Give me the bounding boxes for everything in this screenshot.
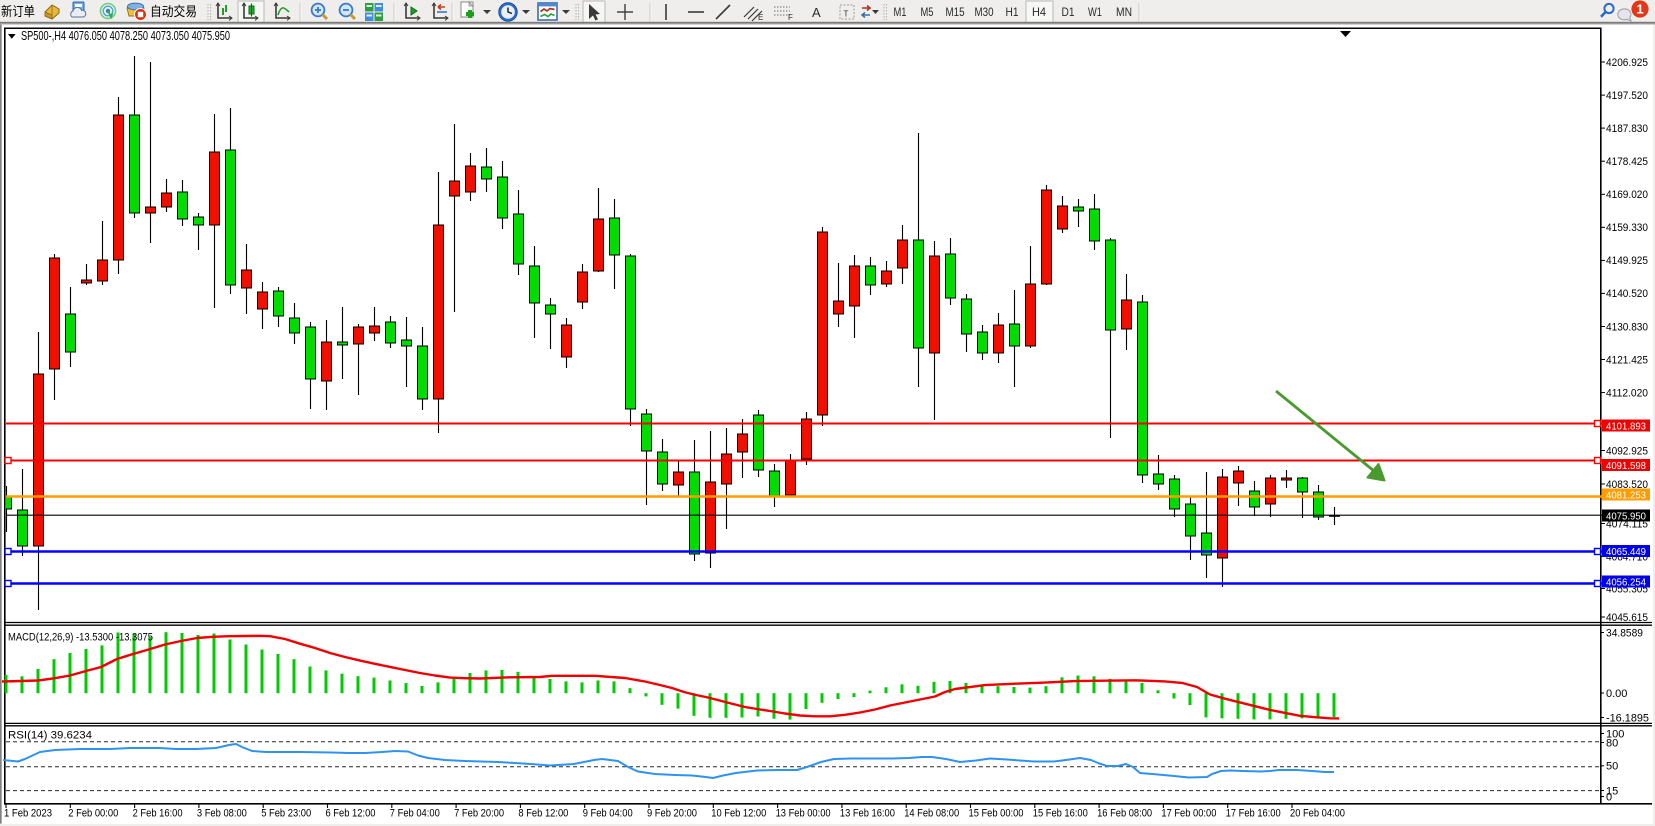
svg-text:6 Feb 12:00: 6 Feb 12:00 — [326, 808, 376, 820]
svg-text:4092.925: 4092.925 — [1606, 445, 1648, 457]
svg-text:M1: M1 — [894, 5, 907, 19]
svg-text:4206.925: 4206.925 — [1606, 57, 1648, 69]
svg-text:H4: H4 — [1032, 5, 1046, 19]
svg-text:13 Feb 00:00: 13 Feb 00:00 — [776, 808, 831, 820]
svg-text:9 Feb 20:00: 9 Feb 20:00 — [647, 808, 697, 820]
svg-text:E: E — [758, 13, 763, 22]
svg-text:H1: H1 — [1006, 5, 1019, 19]
svg-text:8 Feb 12:00: 8 Feb 12:00 — [518, 808, 568, 820]
svg-text:MN: MN — [1116, 5, 1132, 19]
svg-text:0: 0 — [1606, 791, 1612, 803]
svg-text:4112.020: 4112.020 — [1606, 387, 1648, 399]
svg-text:4091.598: 4091.598 — [1606, 460, 1646, 472]
svg-text:4075.950: 4075.950 — [1606, 510, 1646, 522]
svg-text:SP500-,H4 4076.050 4078.250 4: SP500-,H4 4076.050 4078.250 4073.050 407… — [21, 29, 230, 43]
svg-text:15 Feb 00:00: 15 Feb 00:00 — [969, 808, 1024, 820]
svg-text:100: 100 — [1606, 728, 1624, 740]
svg-text:RSI(14) 39.6234: RSI(14) 39.6234 — [8, 730, 92, 742]
svg-text:7 Feb 04:00: 7 Feb 04:00 — [390, 808, 440, 820]
svg-text:4159.330: 4159.330 — [1606, 222, 1648, 234]
svg-text:4081.253: 4081.253 — [1606, 489, 1646, 501]
svg-text:16 Feb 08:00: 16 Feb 08:00 — [1097, 808, 1152, 820]
svg-text:M30: M30 — [975, 5, 994, 19]
svg-text:4169.020: 4169.020 — [1606, 189, 1648, 201]
svg-text:80: 80 — [1606, 737, 1618, 749]
svg-text:4187.830: 4187.830 — [1606, 123, 1648, 135]
svg-text:34.8589: 34.8589 — [1606, 627, 1643, 639]
svg-text:0.00: 0.00 — [1606, 688, 1627, 700]
svg-text:10 Feb 12:00: 10 Feb 12:00 — [711, 808, 766, 820]
svg-text:9 Feb 04:00: 9 Feb 04:00 — [583, 808, 633, 820]
svg-text:15 Feb 16:00: 15 Feb 16:00 — [1033, 808, 1088, 820]
svg-text:1: 1 — [1636, 2, 1643, 17]
svg-text:13 Feb 16:00: 13 Feb 16:00 — [840, 808, 895, 820]
svg-text:1 Feb 2023: 1 Feb 2023 — [4, 808, 52, 820]
svg-text:4121.425: 4121.425 — [1606, 354, 1648, 366]
svg-text:4149.925: 4149.925 — [1606, 255, 1648, 267]
svg-text:4140.520: 4140.520 — [1606, 288, 1648, 300]
svg-text:15: 15 — [1606, 785, 1618, 797]
svg-text:A: A — [812, 5, 821, 20]
svg-text:4130.830: 4130.830 — [1606, 321, 1648, 333]
svg-text:4178.425: 4178.425 — [1606, 156, 1648, 168]
svg-text:14 Feb 08:00: 14 Feb 08:00 — [904, 808, 959, 820]
svg-text:17 Feb 00:00: 17 Feb 00:00 — [1161, 808, 1216, 820]
svg-text:新订单: 新订单 — [1, 4, 35, 19]
svg-text:2 Feb 00:00: 2 Feb 00:00 — [68, 808, 118, 820]
svg-text:4056.254: 4056.254 — [1606, 576, 1646, 588]
svg-text:W1: W1 — [1088, 5, 1102, 19]
svg-text:5 Feb 23:00: 5 Feb 23:00 — [261, 808, 311, 820]
svg-text:3 Feb 08:00: 3 Feb 08:00 — [197, 808, 247, 820]
svg-text:MACD(12,26,9) -13.5300 -13.307: MACD(12,26,9) -13.5300 -13.3075 — [8, 632, 153, 644]
svg-text:D1: D1 — [1062, 5, 1075, 19]
svg-text:-16.1895: -16.1895 — [1606, 712, 1649, 724]
svg-text:T: T — [844, 10, 849, 19]
svg-text:4101.893: 4101.893 — [1606, 420, 1646, 432]
svg-text:M15: M15 — [946, 5, 965, 19]
svg-text:50: 50 — [1606, 761, 1618, 773]
svg-text:4045.615: 4045.615 — [1606, 612, 1648, 624]
svg-text:20 Feb 04:00: 20 Feb 04:00 — [1290, 808, 1345, 820]
svg-text:F: F — [788, 13, 793, 22]
svg-text:自动交易: 自动交易 — [150, 4, 197, 19]
svg-text:M5: M5 — [921, 5, 934, 19]
svg-text:4197.520: 4197.520 — [1606, 90, 1648, 102]
svg-text:4083.520: 4083.520 — [1606, 479, 1648, 491]
svg-text:2 Feb 16:00: 2 Feb 16:00 — [133, 808, 183, 820]
svg-text:7 Feb 20:00: 7 Feb 20:00 — [454, 808, 504, 820]
svg-text:4065.449: 4065.449 — [1606, 546, 1646, 558]
svg-text:17 Feb 16:00: 17 Feb 16:00 — [1226, 808, 1281, 820]
